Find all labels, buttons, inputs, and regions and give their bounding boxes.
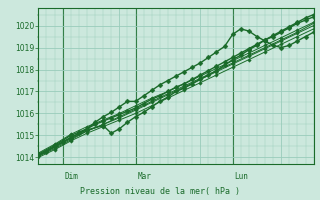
Text: Mar: Mar [137, 172, 151, 181]
Text: Lun: Lun [234, 172, 248, 181]
Text: Dim: Dim [64, 172, 78, 181]
Text: Pression niveau de la mer( hPa ): Pression niveau de la mer( hPa ) [80, 187, 240, 196]
